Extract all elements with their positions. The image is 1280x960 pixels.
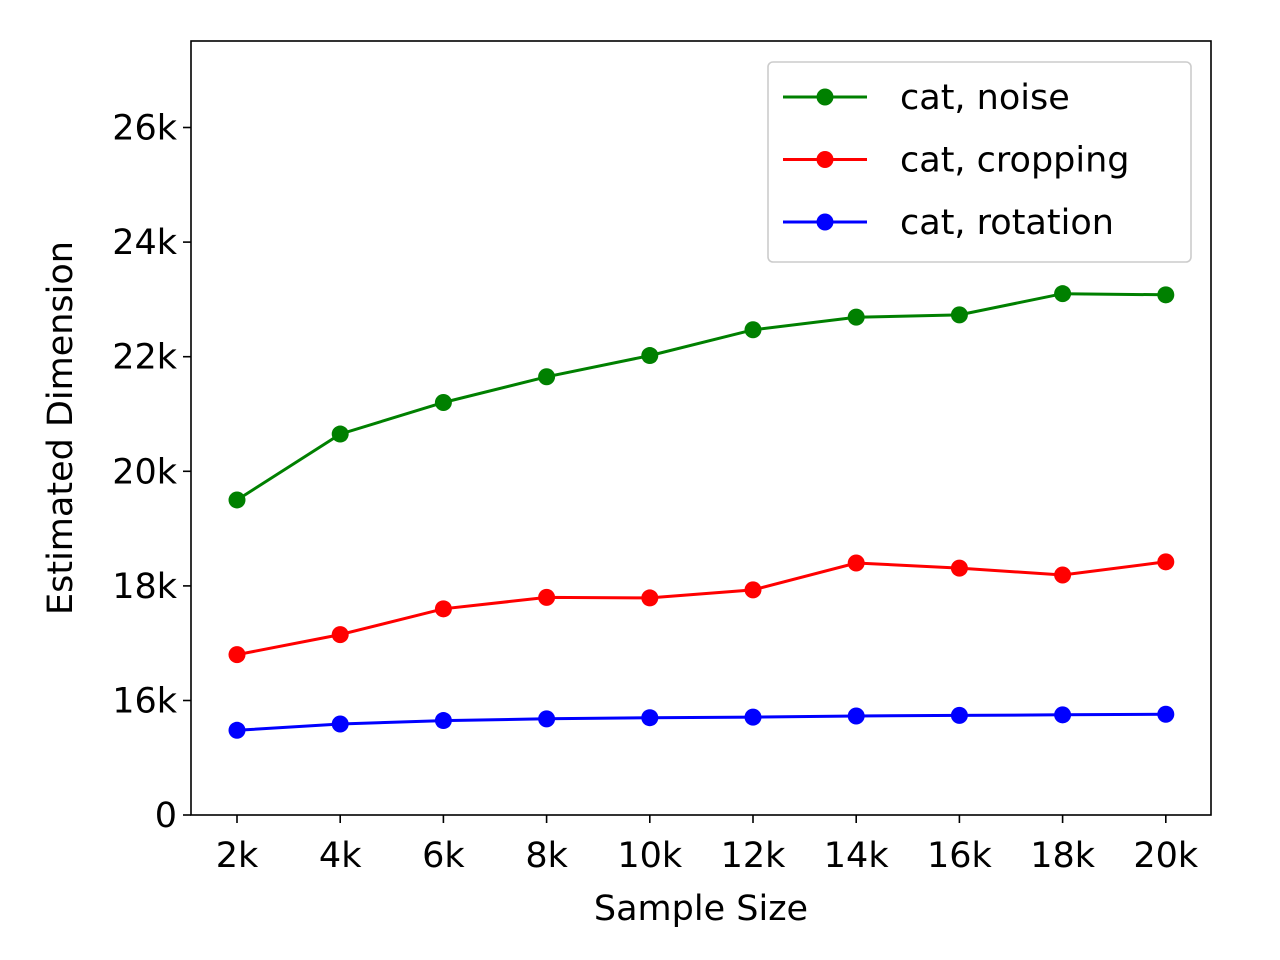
x-tick-label: 18k	[1030, 836, 1096, 876]
series-line-2	[236, 712, 1166, 732]
y-tick-label: 24k	[112, 223, 178, 263]
y-tick-label: 0	[155, 796, 177, 836]
data-point	[538, 710, 556, 728]
data-point	[1054, 566, 1072, 584]
series-line-1	[236, 560, 1166, 657]
legend-swatch-marker	[816, 151, 834, 168]
x-tick-label: 20k	[1133, 836, 1199, 876]
data-point	[744, 581, 762, 599]
x-tick-label: 10k	[617, 836, 683, 876]
x-tick-label: 16k	[927, 836, 993, 876]
data-point	[538, 368, 556, 386]
data-point	[847, 308, 865, 326]
y-tick-label: 20k	[112, 452, 178, 492]
data-point	[434, 600, 452, 618]
legend: cat, noise cat, cropping cat, rotation	[767, 61, 1192, 263]
x-tick-label: 12k	[721, 836, 787, 876]
data-point	[538, 588, 556, 606]
data-point	[950, 306, 968, 324]
data-point	[228, 721, 246, 739]
legend-swatch-marker	[816, 213, 834, 231]
legend-box	[767, 61, 1192, 263]
data-point	[950, 706, 968, 724]
x-axis-label: Sample Size	[594, 889, 808, 929]
y-tick-label: 16k	[112, 682, 178, 722]
y-axis-label: Estimated Dimension	[41, 241, 81, 615]
series-line-0	[236, 292, 1166, 502]
legend-label: cat, rotation	[900, 203, 1114, 243]
data-point	[331, 626, 349, 644]
data-point	[641, 709, 659, 727]
data-point	[434, 394, 452, 412]
data-point	[744, 321, 762, 339]
data-point	[331, 715, 349, 733]
data-point	[641, 347, 659, 365]
legend-label: cat, noise	[900, 78, 1070, 118]
data-point	[228, 646, 246, 664]
data-point	[744, 708, 762, 726]
x-tick-label: 6k	[422, 836, 465, 876]
x-tick-label: 8k	[525, 836, 568, 876]
data-point	[847, 707, 865, 725]
data-point	[1157, 705, 1175, 723]
data-point	[950, 559, 968, 577]
data-point	[331, 425, 349, 443]
series-layer	[228, 285, 1175, 739]
data-point	[1054, 285, 1072, 303]
x-tick-label: 4k	[319, 836, 362, 876]
legend-swatch-marker	[816, 88, 834, 106]
data-point	[1054, 706, 1072, 724]
data-point	[228, 491, 246, 509]
data-point	[1157, 286, 1175, 304]
y-axis: 0 16k 18k 20k 22k 24k 26k	[112, 109, 191, 836]
data-point	[641, 589, 659, 607]
y-tick-label: 22k	[112, 338, 178, 378]
x-tick-label: 14k	[824, 836, 890, 876]
legend-label: cat, cropping	[900, 141, 1130, 181]
x-axis: 2k 4k 6k 8k 10k 12k 14k 16k 18k 20k	[216, 815, 1199, 876]
y-tick-label: 18k	[112, 567, 178, 607]
data-point	[434, 712, 452, 730]
y-tick-label: 26k	[112, 109, 178, 149]
data-point	[847, 554, 865, 572]
x-tick-label: 2k	[216, 836, 259, 876]
data-point	[1157, 553, 1175, 571]
